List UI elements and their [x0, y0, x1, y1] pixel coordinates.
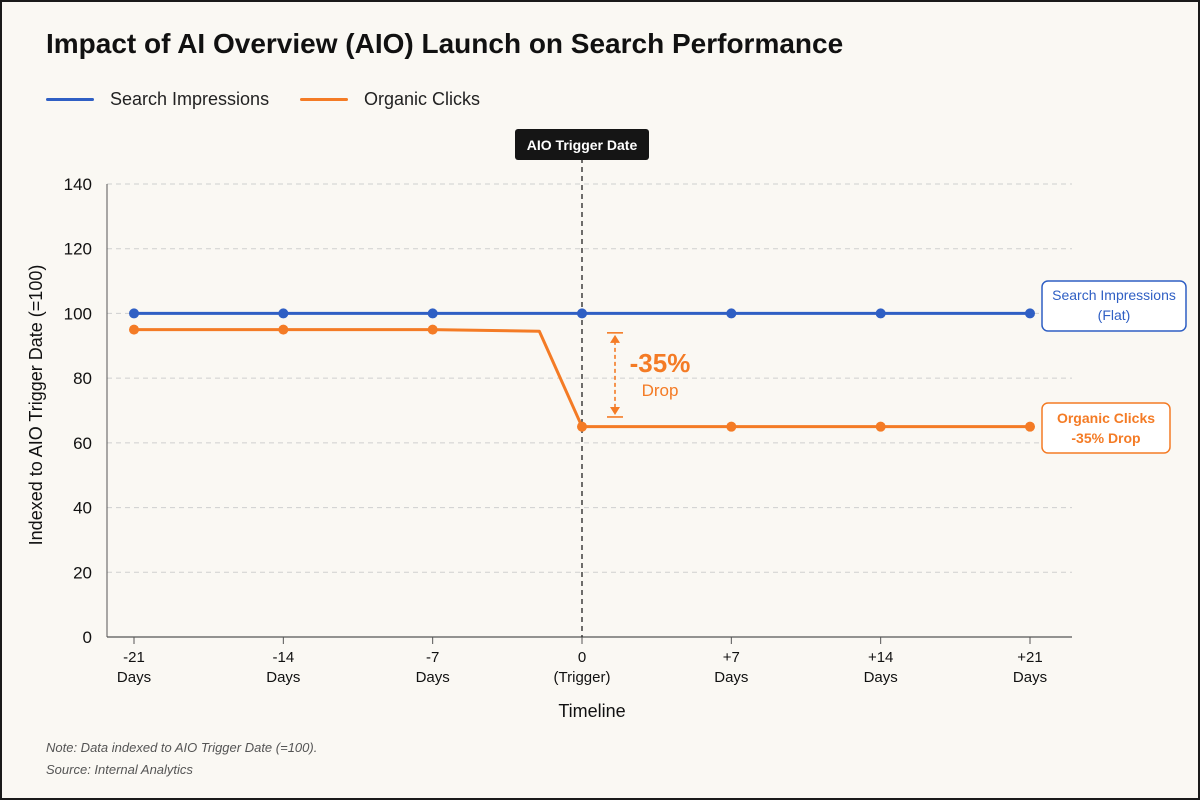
source-note: Source: Internal Analytics — [46, 762, 193, 777]
y-tick-label: 60 — [73, 434, 92, 453]
clicks-point — [577, 421, 587, 432]
y-tick-label: 80 — [73, 369, 92, 388]
trigger-label-box — [515, 129, 649, 160]
x-tick-label: +14 — [868, 649, 893, 666]
x-tick-label: -21 — [123, 649, 145, 666]
clicks-point — [427, 324, 438, 335]
impressions-end-label-box — [1041, 280, 1187, 332]
impressions-point — [577, 308, 587, 319]
footnote: Note: Data indexed to AIO Trigger Date (… — [46, 740, 318, 755]
legend-label-impressions: Search Impressions — [110, 89, 270, 109]
legend-swatch-clicks — [300, 98, 348, 101]
impressions-point — [875, 308, 886, 319]
x-tick-sublabel: Days — [266, 669, 300, 686]
y-tick-label: 100 — [64, 304, 92, 323]
x-tick-label: +7 — [723, 649, 740, 666]
legend-label-clicks: Organic Clicks — [364, 89, 481, 109]
y-tick-label: 40 — [73, 499, 92, 518]
y-tick-label: 120 — [64, 240, 92, 259]
y-tick-label: 0 — [83, 628, 92, 647]
x-tick-label: -7 — [426, 649, 439, 666]
impressions-end-sublabel: (Flat) — [1098, 307, 1131, 323]
legend-swatch-impressions — [46, 98, 94, 101]
x-tick-label: 0 — [578, 649, 586, 666]
impressions-point — [278, 308, 289, 319]
clicks-point — [726, 421, 737, 432]
clicks-point — [1025, 421, 1035, 432]
clicks-end-sublabel: -35% Drop — [1071, 430, 1140, 446]
x-tick-sublabel: Days — [1013, 669, 1047, 686]
x-tick-sublabel: Days — [864, 669, 898, 686]
y-tick-label: 140 — [64, 175, 92, 194]
clicks-end-label-box — [1041, 402, 1171, 454]
trigger-label: AIO Trigger Date — [527, 137, 638, 153]
drop-value: -35% — [630, 348, 691, 378]
impressions-point — [1025, 308, 1035, 319]
impressions-point — [129, 308, 139, 319]
x-tick-sublabel: (Trigger) — [554, 669, 611, 686]
impressions-end-label: Search Impressions — [1052, 287, 1176, 303]
y-tick-label: 20 — [73, 563, 92, 582]
drop-arrow-head — [610, 334, 620, 343]
chart-title: Impact of AI Overview (AIO) Launch on Se… — [46, 28, 844, 59]
drop-arrow-head — [610, 406, 620, 415]
x-tick-label: +21 — [1017, 649, 1042, 666]
clicks-point — [129, 324, 139, 335]
impressions-point — [726, 308, 737, 319]
y-axis-title: Indexed to AIO Trigger Date (=100) — [26, 265, 46, 546]
x-tick-sublabel: Days — [117, 669, 151, 686]
x-tick-sublabel: Days — [416, 669, 450, 686]
x-tick-sublabel: Days — [714, 669, 748, 686]
drop-label: Drop — [642, 381, 679, 400]
x-axis-title: Timeline — [558, 701, 625, 721]
impressions-point — [427, 308, 438, 319]
clicks-point — [278, 324, 289, 335]
clicks-point — [875, 421, 886, 432]
clicks-end-label: Organic Clicks — [1057, 410, 1155, 426]
x-tick-label: -14 — [272, 649, 294, 666]
